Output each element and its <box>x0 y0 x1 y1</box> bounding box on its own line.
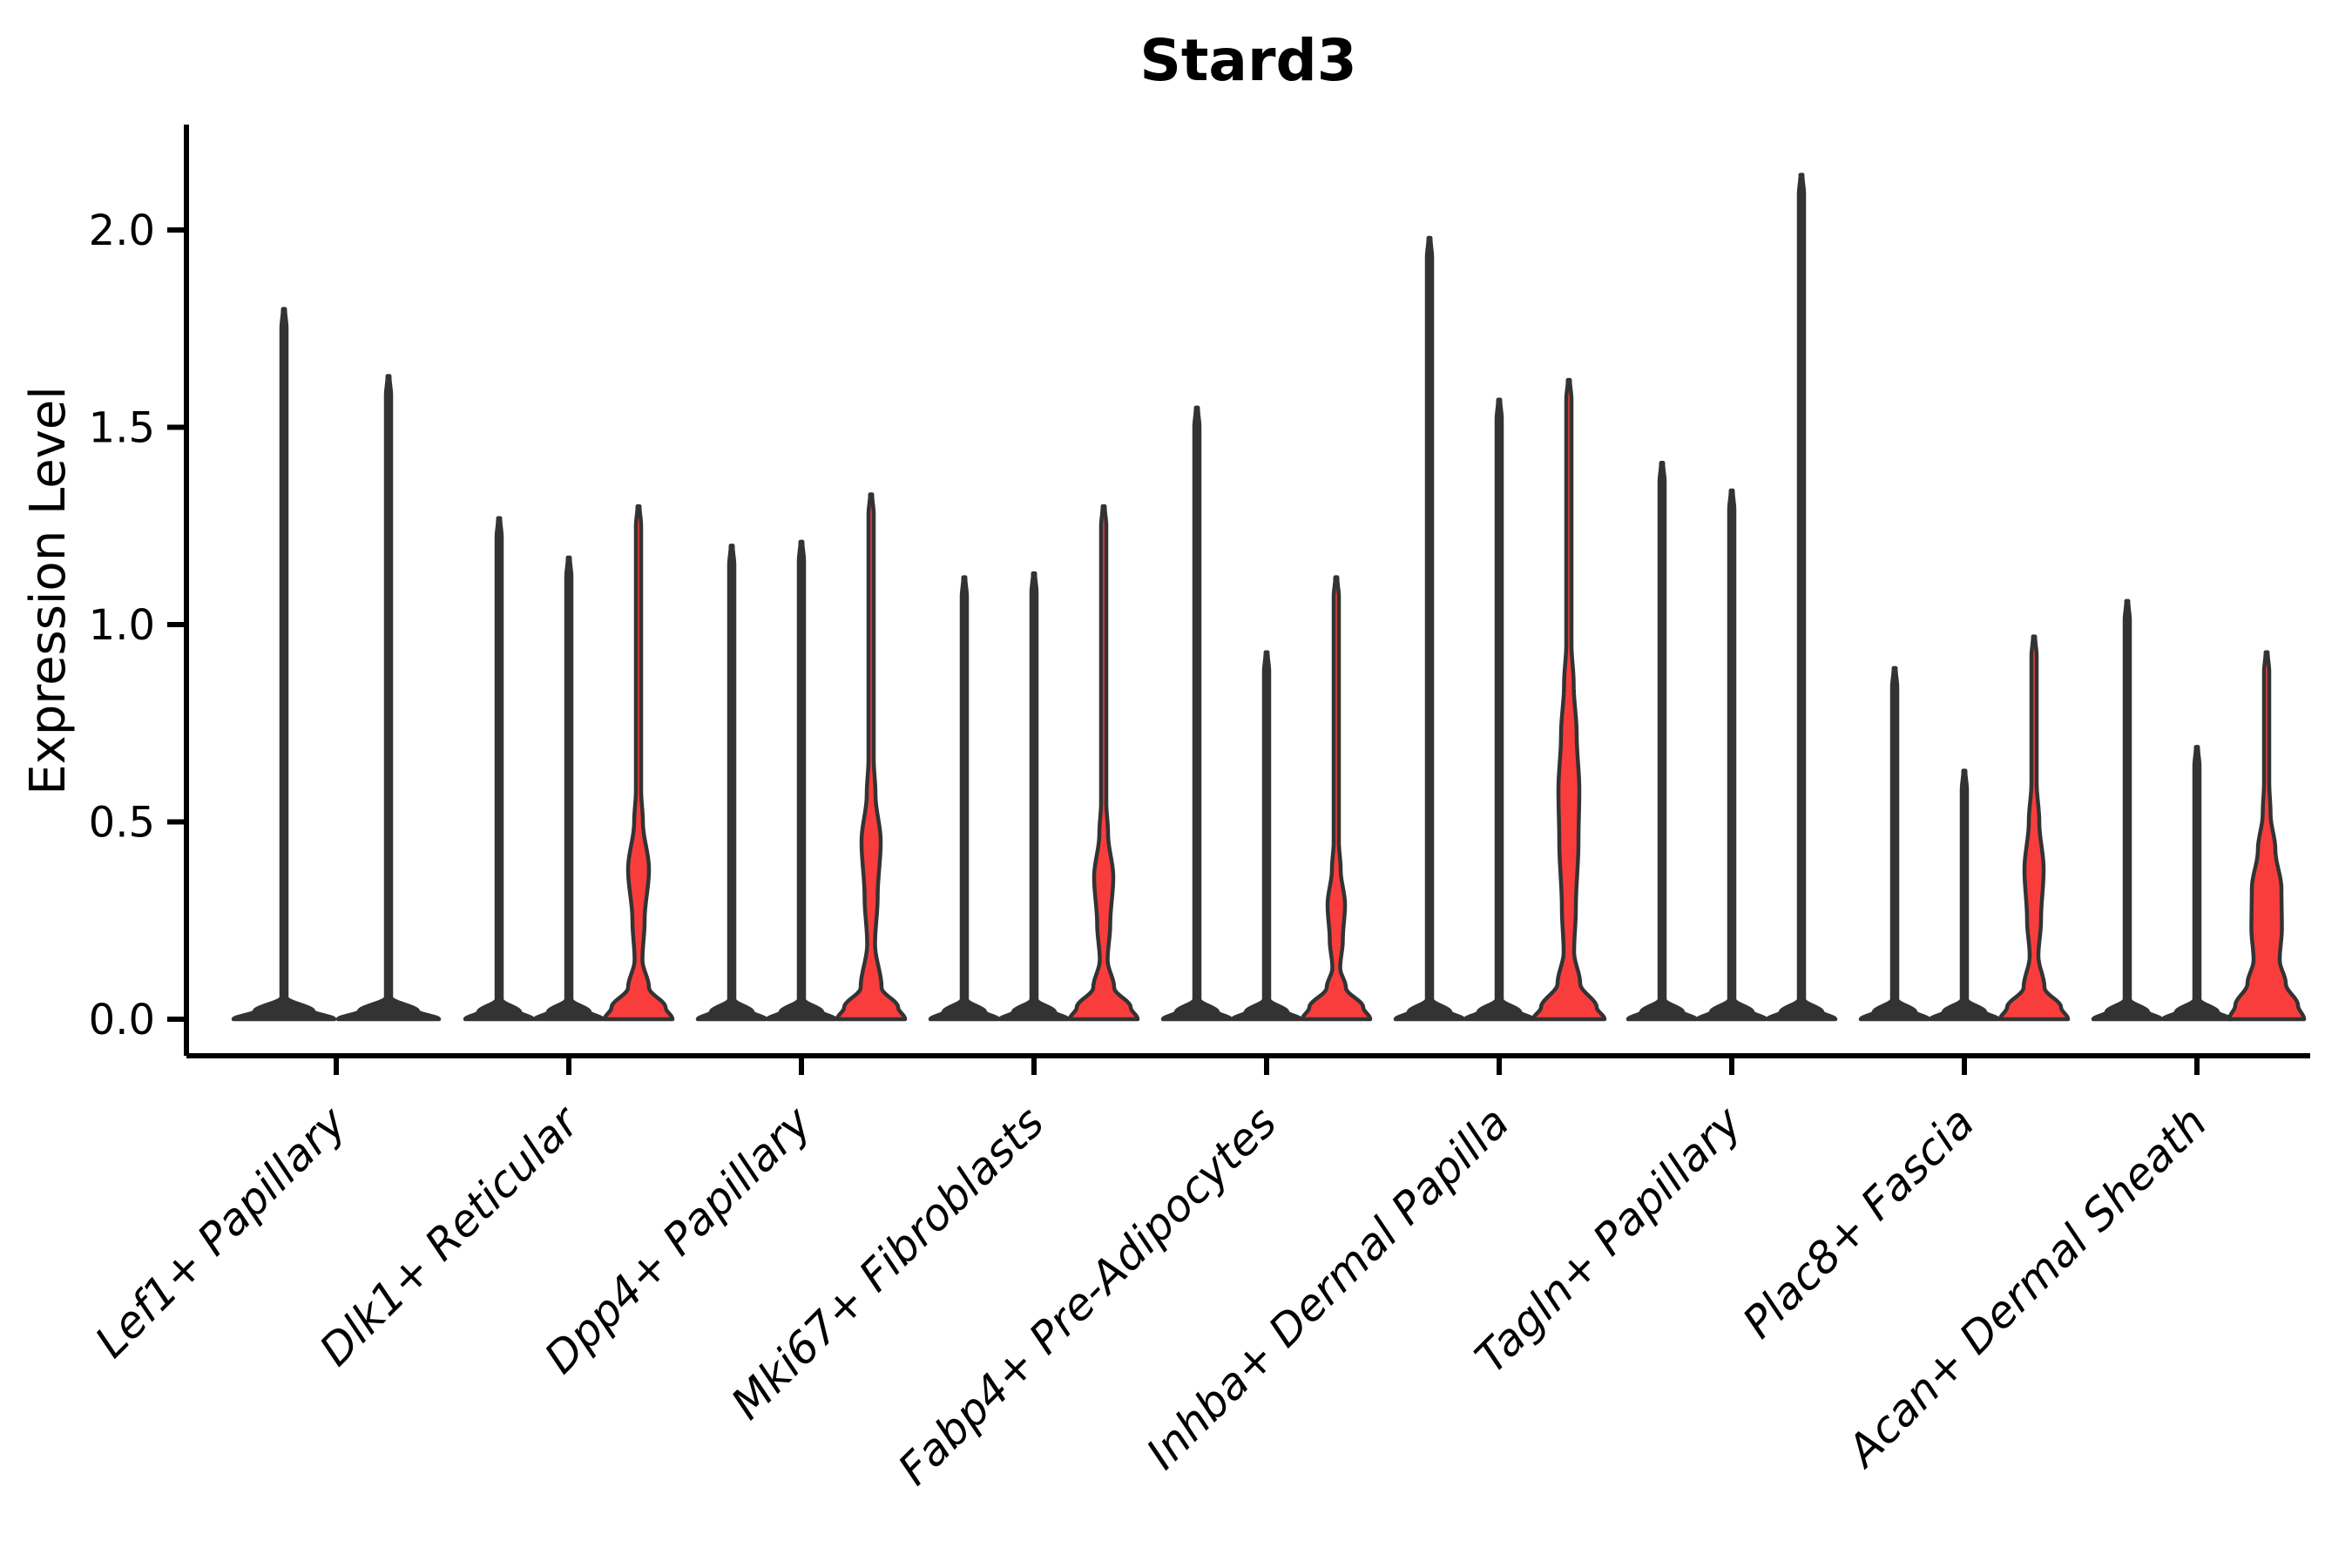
violin-inhba-dermal-papilla-3 <box>1531 377 1607 1022</box>
violin-dpp4-papillary-2 <box>765 539 838 1022</box>
violin-dlk1-reticular-1 <box>463 516 536 1022</box>
violin-fabp4-pre-adipocytes-3 <box>1300 575 1373 1022</box>
x-tick-label: Lef1+ Papillary <box>85 1096 356 1367</box>
violin-dpp4-papillary-3 <box>835 492 908 1022</box>
violin-dpp4-papillary-1 <box>695 544 768 1022</box>
violin-plac8-fascia-3 <box>1997 634 2071 1022</box>
violin-mki67-fibroblasts-2 <box>997 571 1071 1022</box>
y-axis-label: Expression Level <box>20 386 77 795</box>
violin-fabp4-pre-adipocytes-1 <box>1160 405 1233 1022</box>
y-tick-label: 0.0 <box>89 996 155 1044</box>
y-tick-label: 1.5 <box>89 404 155 453</box>
violin-tagln-papillary-3 <box>1765 172 1838 1022</box>
violin-lef1-papillary-1 <box>231 307 337 1022</box>
violin-fabp4-pre-adipocytes-2 <box>1230 650 1303 1022</box>
violin-plac8-fascia-1 <box>1858 666 1931 1022</box>
violin-plac8-fascia-2 <box>1928 768 2001 1022</box>
x-tick-label: Fabp4+ Pre-Adipocytes <box>889 1097 1287 1495</box>
violin-inhba-dermal-papilla-2 <box>1463 397 1536 1022</box>
violin-tagln-papillary-1 <box>1625 461 1699 1022</box>
violin-lef1-papillary-2 <box>335 374 442 1022</box>
violin-mki67-fibroblasts-1 <box>928 575 1001 1022</box>
violins-layer <box>231 172 2307 1022</box>
violin-tagln-papillary-2 <box>1695 488 1768 1022</box>
violin-acan-dermal-sheath-1 <box>2091 598 2164 1022</box>
y-tick-label: 1.0 <box>89 601 155 650</box>
y-tick-label: 2.0 <box>89 206 155 255</box>
violin-dlk1-reticular-2 <box>532 555 605 1022</box>
x-tick-label: Plac8+ Fascia <box>1734 1097 1984 1348</box>
violin-acan-dermal-sheath-3 <box>2227 650 2307 1022</box>
violin-dlk1-reticular-3 <box>602 504 675 1022</box>
violin-inhba-dermal-papilla-1 <box>1393 235 1466 1022</box>
violin-acan-dermal-sheath-2 <box>2160 745 2234 1022</box>
violin-mki67-fibroblasts-3 <box>1067 504 1140 1022</box>
chart-title: Stard3 <box>1139 27 1356 94</box>
y-tick-label: 0.5 <box>89 799 155 848</box>
